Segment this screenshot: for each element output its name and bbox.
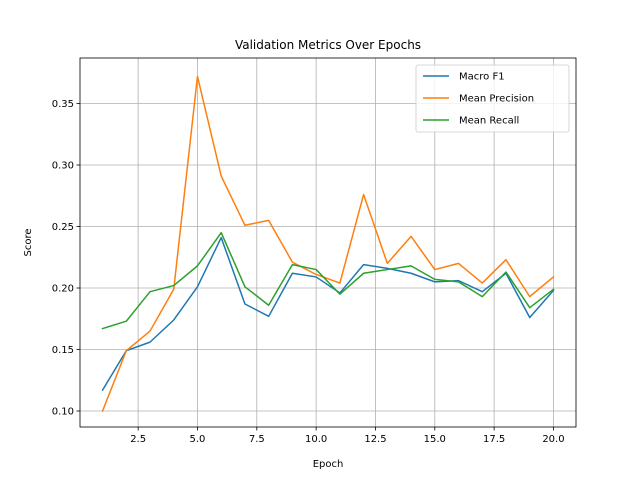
x-axis-label: Epoch <box>313 459 344 470</box>
legend-label-mean-recall: Mean Recall <box>459 116 519 127</box>
x-tick-label: 20.0 <box>542 434 564 445</box>
x-tick-label: 10.0 <box>305 434 327 445</box>
legend: Macro F1 Mean Precision Mean Recall <box>415 64 570 133</box>
y-tick-label: 0.30 <box>52 161 74 172</box>
series-line-mean-precision <box>101 75 555 412</box>
chart-title: Validation Metrics Over Epochs <box>235 38 421 52</box>
y-axis-label: Score <box>23 228 34 256</box>
x-tick-label: 15.0 <box>424 434 446 445</box>
x-tick-label: 12.5 <box>364 434 386 445</box>
legend-label-macro-f1: Macro F1 <box>459 72 505 83</box>
x-tick-label: 2.5 <box>130 434 146 445</box>
x-tick-label: 7.5 <box>249 434 265 445</box>
legend-frame <box>415 64 570 133</box>
y-tick-label: 0.10 <box>52 407 74 418</box>
series-line-macro-f1 <box>101 236 555 392</box>
x-tick-label: 5.0 <box>190 434 206 445</box>
y-tick-label: 0.20 <box>52 284 74 295</box>
axis-ticks: 2.5 5.0 7.5 10.0 12.5 15.0 17.5 20.0 0.10 0.15 0.2… <box>52 99 565 445</box>
plot-frame <box>79 57 577 428</box>
series-line-mean-recall <box>101 231 555 330</box>
x-tick-label: 17.5 <box>483 434 505 445</box>
series-lines <box>101 75 555 412</box>
y-tick-label: 0.25 <box>52 222 74 233</box>
legend-label-mean-precision: Mean Precision <box>459 94 534 105</box>
y-tick-label: 0.15 <box>52 345 74 356</box>
y-tick-label: 0.35 <box>52 99 74 110</box>
